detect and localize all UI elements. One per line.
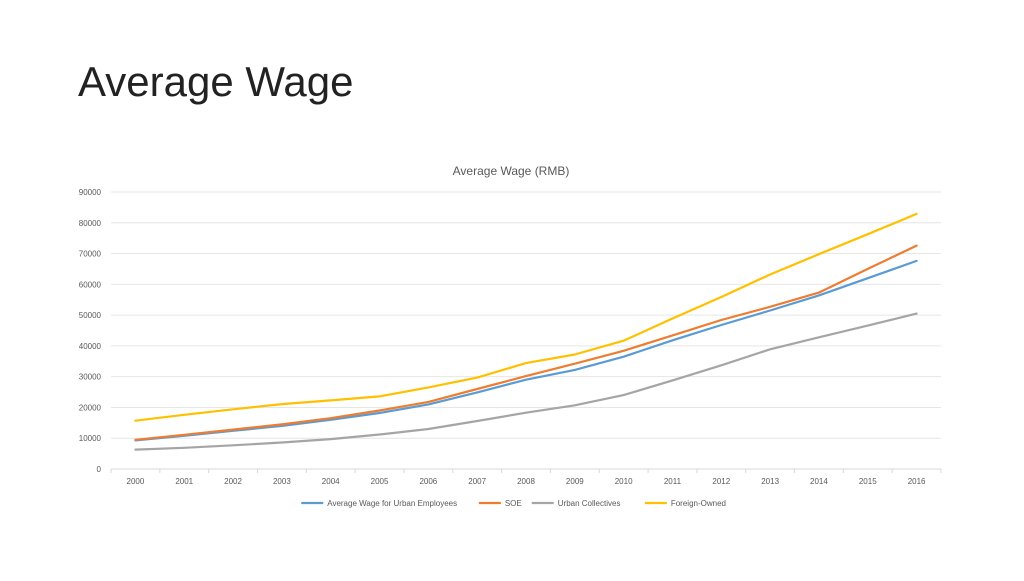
x-tick-label: 2013 <box>761 477 779 486</box>
x-axis-tick-labels: 2000 2001 2002 2003 2004 2005 2006 2007 2008 2009… <box>110 469 942 486</box>
x-tick-label: 2007 <box>468 477 486 486</box>
y-tick-label: 40000 <box>79 342 102 351</box>
y-tick-label: 50000 <box>79 311 102 320</box>
legend-label: Average Wage for Urban Employees <box>327 499 457 508</box>
slide-title: Average Wage <box>78 58 354 105</box>
y-tick-label: 0 <box>97 465 102 474</box>
legend-label: Foreign-Owned <box>671 499 726 508</box>
chart-title: Average Wage (RMB) <box>453 164 570 178</box>
x-tick-label: 2015 <box>859 477 877 486</box>
gridlines <box>111 191 941 470</box>
y-tick-label: 10000 <box>79 434 102 443</box>
series-line-1 <box>134 244 918 441</box>
series-lines <box>134 212 918 451</box>
series-line-3 <box>134 212 918 422</box>
x-tick-label: 2005 <box>371 477 389 486</box>
x-tick-label: 2012 <box>712 477 730 486</box>
x-tick-label: 2008 <box>517 477 535 486</box>
legend-label: SOE <box>505 499 522 508</box>
series-line-0 <box>134 259 918 442</box>
series-line-2 <box>134 312 918 451</box>
x-tick-label: 2006 <box>419 477 437 486</box>
y-tick-label: 80000 <box>79 219 102 228</box>
x-tick-label: 2000 <box>127 477 145 486</box>
x-tick-label: 2001 <box>175 477 193 486</box>
y-tick-label: 60000 <box>79 280 102 289</box>
x-tick-label: 2011 <box>664 477 682 486</box>
legend: Average Wage for Urban Employees SOE Urban… <box>301 499 726 508</box>
x-tick-label: 2009 <box>566 477 584 486</box>
y-tick-label: 90000 <box>79 188 102 197</box>
y-axis-tick-labels: 0 10000 20000 30000 40000 50000 60000 70000 8000… <box>79 188 102 474</box>
y-tick-label: 30000 <box>79 373 102 382</box>
y-tick-label: 20000 <box>79 403 102 412</box>
x-tick-label: 2003 <box>273 477 291 486</box>
x-tick-label: 2004 <box>322 477 340 486</box>
x-tick-label: 2014 <box>810 477 828 486</box>
x-tick-label: 2002 <box>224 477 242 486</box>
x-tick-label: 2016 <box>908 477 926 486</box>
x-tick-label: 2010 <box>615 477 633 486</box>
legend-label: Urban Collectives <box>558 499 621 508</box>
y-tick-label: 70000 <box>79 250 102 259</box>
